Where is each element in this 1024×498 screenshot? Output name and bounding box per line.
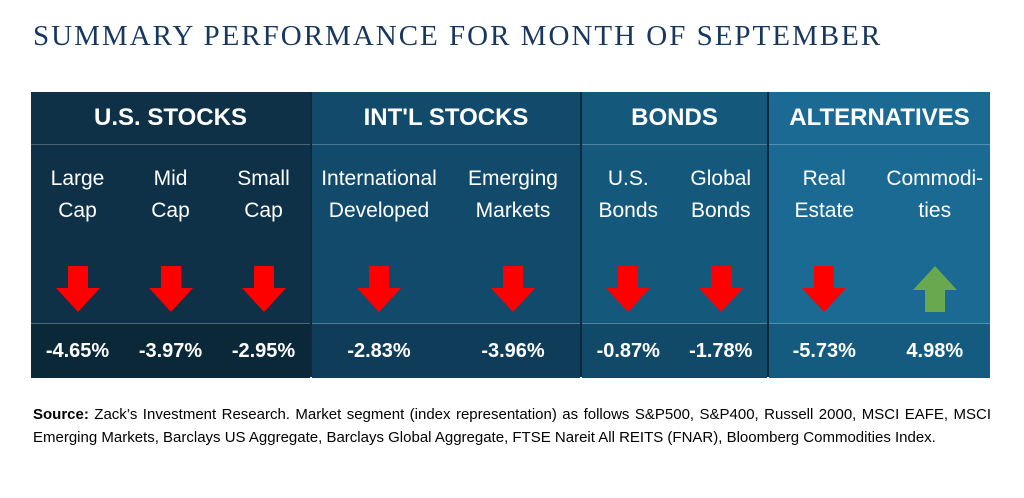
column-global-bonds: Global Bonds -1.78% (674, 145, 767, 378)
column-mid-cap: Mid Cap -3.97% (124, 145, 217, 378)
group-bonds: BONDS U.S. Bonds -0.87% Global Bonds -1.… (582, 92, 769, 378)
group-header: ALTERNATIVES (769, 92, 990, 145)
column-label: Small Cap (237, 167, 290, 222)
column-label: Commodi- ties (886, 167, 984, 222)
performance-value: -3.96% (446, 323, 580, 378)
down-arrow-icon (241, 255, 286, 323)
column-label: International Developed (321, 167, 437, 222)
down-arrow-icon (491, 255, 535, 323)
column-emerging-markets: Emerging Markets -3.96% (446, 145, 580, 378)
down-arrow-icon (606, 255, 651, 323)
column-commodities: Commodi- ties 4.98% (879, 145, 990, 378)
group-intl-stocks: INT'L STOCKS International Developed -2.… (312, 92, 582, 378)
performance-table: U.S. STOCKS Large Cap -4.65% Mid Cap -3.… (31, 92, 990, 378)
group-alternatives: ALTERNATIVES Real Estate -5.73% Commodi-… (769, 92, 990, 378)
performance-value: -4.65% (31, 323, 124, 378)
column-label: Emerging Markets (468, 167, 558, 222)
column-small-cap: Small Cap -2.95% (217, 145, 310, 378)
column-label: Mid Cap (151, 167, 190, 222)
column-label: Large Cap (50, 167, 105, 222)
performance-value: 4.98% (879, 323, 990, 378)
column-real-estate: Real Estate -5.73% (769, 145, 880, 378)
column-label: Global Bonds (690, 167, 752, 222)
down-arrow-icon (148, 255, 193, 323)
column-large-cap: Large Cap -4.65% (31, 145, 124, 378)
group-header: U.S. STOCKS (31, 92, 310, 145)
up-arrow-icon (912, 255, 957, 323)
group-header: BONDS (582, 92, 767, 145)
down-arrow-icon (357, 255, 401, 323)
group-header: INT'L STOCKS (312, 92, 580, 145)
column-international-developed: International Developed -2.83% (312, 145, 446, 378)
page-title: SUMMARY PERFORMANCE FOR MONTH OF SEPTEMB… (33, 20, 883, 52)
performance-value: -2.83% (312, 323, 446, 378)
performance-value: -2.95% (217, 323, 310, 378)
column-label: U.S. Bonds (598, 167, 659, 222)
source-note: Source: Zack’s Investment Research. Mark… (33, 404, 991, 449)
column-us-bonds: U.S. Bonds -0.87% (582, 145, 675, 378)
down-arrow-icon (802, 255, 847, 323)
performance-value: -1.78% (674, 323, 767, 378)
source-text: Zack’s Investment Research. Market segme… (33, 406, 991, 446)
source-label: Source: (33, 406, 89, 423)
performance-value: -3.97% (124, 323, 217, 378)
performance-value: -0.87% (582, 323, 675, 378)
group-us-stocks: U.S. STOCKS Large Cap -4.65% Mid Cap -3.… (31, 92, 312, 378)
performance-value: -5.73% (769, 323, 880, 378)
down-arrow-icon (698, 255, 743, 323)
down-arrow-icon (55, 255, 100, 323)
column-label: Real Estate (794, 167, 855, 222)
